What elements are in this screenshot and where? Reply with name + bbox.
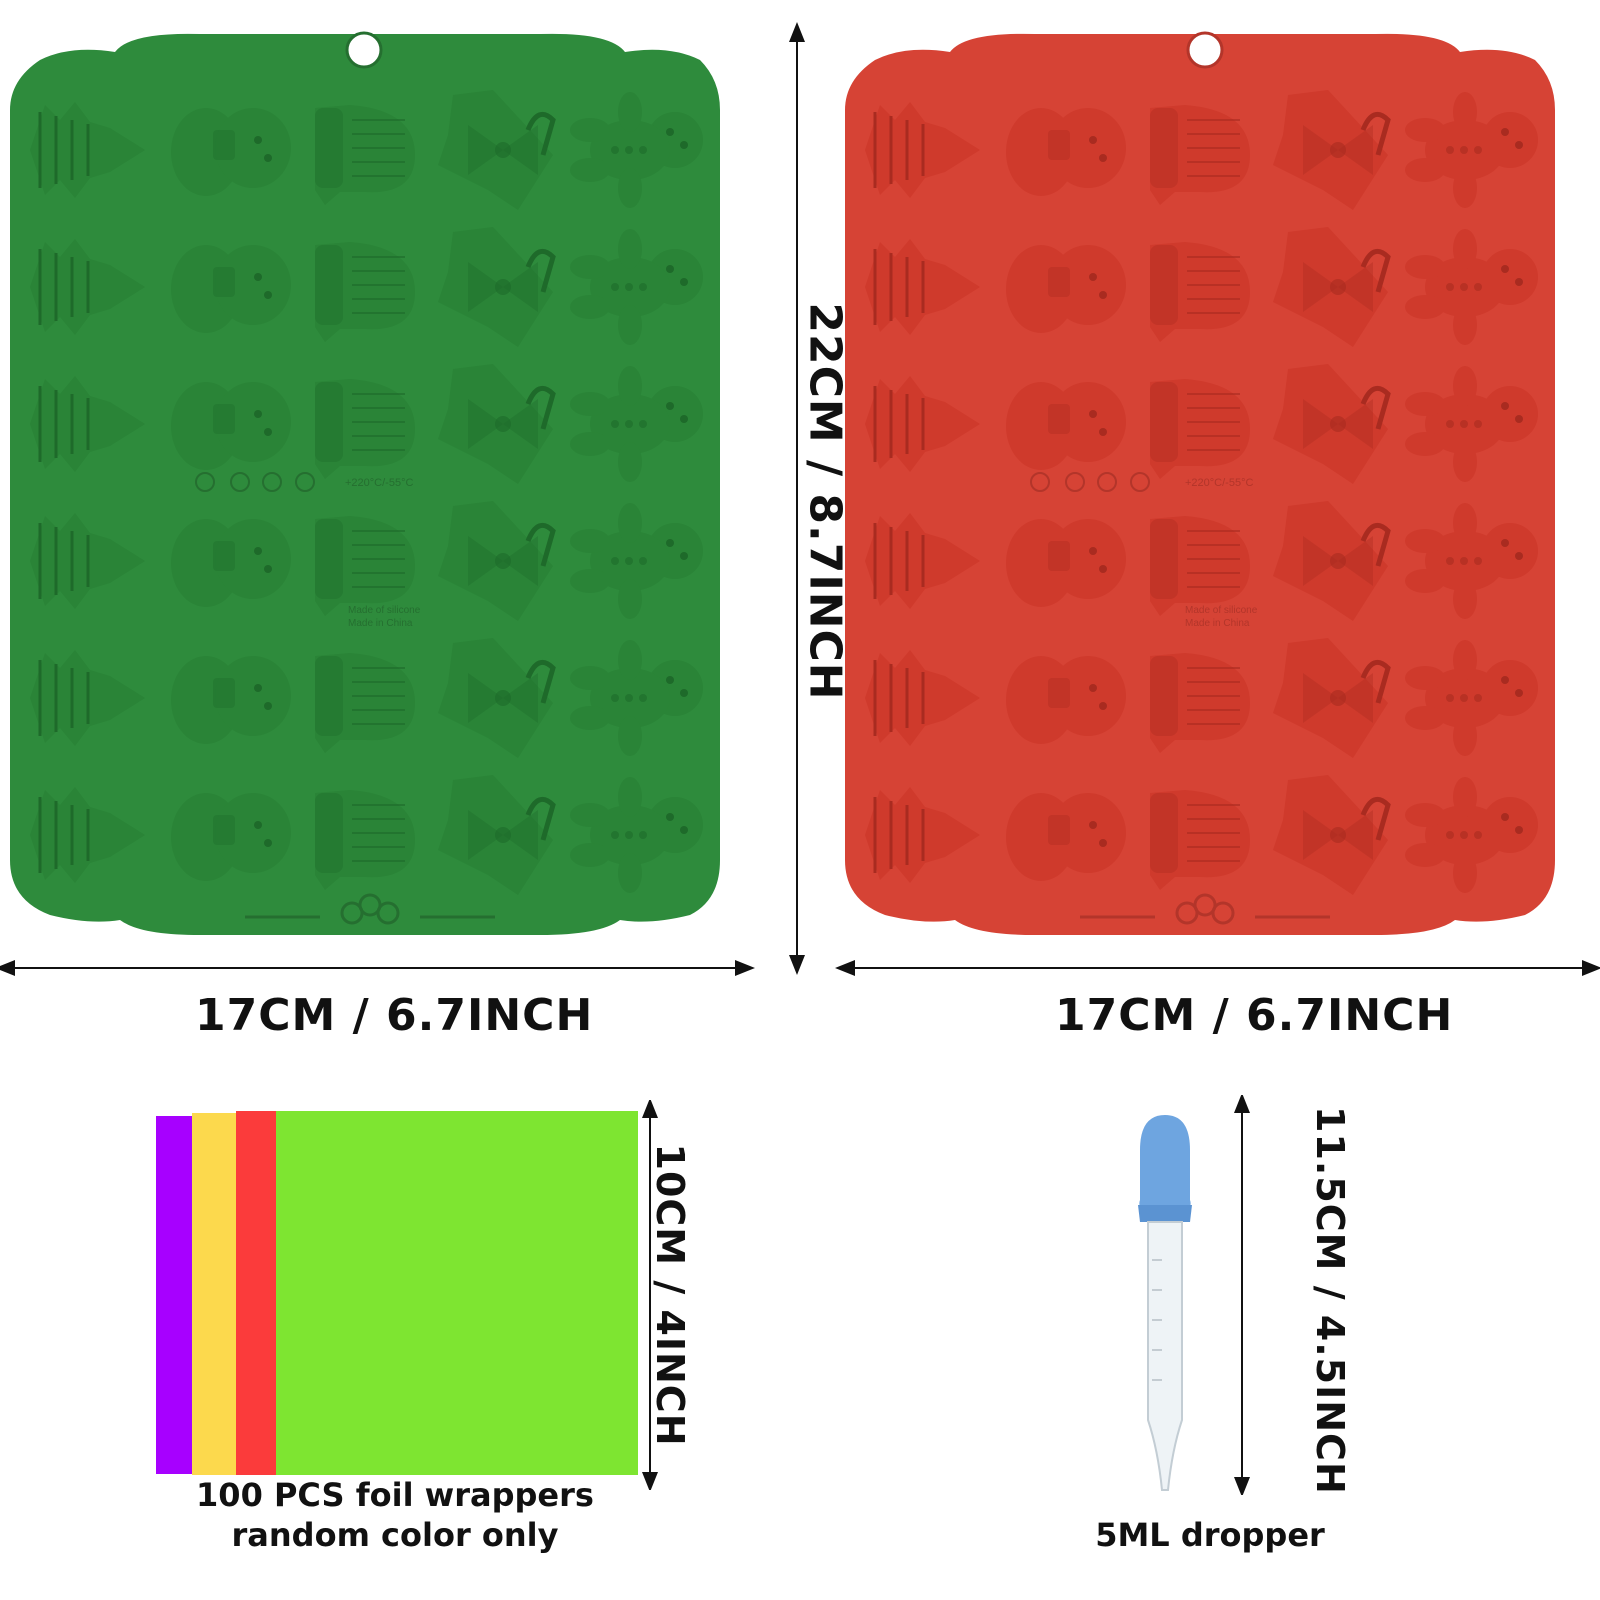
cavity-snowman [171,245,291,333]
foil-size-label: 10CM / 4INCH [648,1143,692,1447]
cavity-mitten [1150,790,1250,890]
red-mold-holly-decoration [1080,893,1330,925]
cavity-mitten [1150,242,1250,342]
cavity-mitten [1150,105,1250,205]
cavity-gingerbread-man [1405,777,1538,893]
dropper-bulb-collar [1138,1205,1192,1222]
green-mold-shape: +220°C/-55°C Made of silicone Made in Ch… [10,31,720,936]
red-mold-shape: +220°C/-55°C Made of silicone Made in Ch… [845,31,1555,936]
red-mold-embossed-line-1: Made of silicone [1185,605,1258,616]
cavity-tree [30,102,145,198]
cavity-snowman [171,108,291,196]
cavity-bell [1273,638,1391,758]
cavity-gingerbread-man [1405,229,1538,345]
dropper-markings [1152,1259,1162,1381]
cavity-mitten [1150,516,1250,616]
green-mold-embossed-line-2: Made in China [348,618,413,629]
cavity-gingerbread-man [570,503,703,619]
cavity-gingerbread-man [570,640,703,756]
cavity-snowman [1006,245,1126,333]
cavity-mitten [1150,653,1250,753]
red-mold-embossed-line-2: Made in China [1185,618,1250,629]
cavity-tree [30,787,145,883]
cavity-tree [30,513,145,609]
red-mold-temperature: +220°C/-55°C [1185,477,1253,489]
cavity-snowman [171,382,291,470]
cavity-snowman [171,656,291,744]
cavity-tree [30,650,145,746]
green-mold-holly-decoration [245,893,495,925]
foil-caption-line-1: 100 PCS foil wrappers [196,1476,594,1514]
green-mold-embossed-line-1: Made of silicone [348,605,421,616]
cavity-bell [1273,364,1391,484]
foil-caption-line-2: random color only [231,1516,559,1554]
dropper-caption: 5ML dropper [1095,1516,1325,1554]
mold-dimension-arrows [0,21,1600,976]
cavity-bell [438,364,556,484]
cavity-tree [865,650,980,746]
cavity-snowman [1006,656,1126,744]
cavity-mitten [315,790,415,890]
cavity-mitten [315,653,415,753]
dropper-dimension-arrow [1234,1095,1250,1495]
red-mold: +220°C/-55°C Made of silicone Made in Ch… [835,20,1575,950]
cavity-bell [438,501,556,621]
cavity-bell [1273,227,1391,347]
height-label: 22CM / 8.7INCH [799,302,851,701]
red-mold-cavities [865,90,1538,895]
cavity-bell [1273,90,1391,210]
cavity-gingerbread-man [570,777,703,893]
cavity-tree [865,513,980,609]
cavity-bell [1273,775,1391,895]
cavity-mitten [1150,379,1250,479]
dropper [1138,1115,1192,1491]
green-mold-embossed-icons [195,472,315,492]
red-width-label: 17CM / 6.7INCH [1055,990,1454,1041]
cavity-snowman [1006,382,1126,470]
cavity-gingerbread-man [570,229,703,345]
cavity-tree [865,376,980,472]
cavity-mitten [315,516,415,616]
red-mold-embossed-icons [1030,472,1150,492]
green-width-label: 17CM / 6.7INCH [195,990,594,1041]
cavity-tree [865,239,980,335]
dropper-tube [1147,1221,1183,1491]
cavity-bell [1273,501,1391,621]
foil-wrappers [156,1111,638,1476]
dropper-bulb [1139,1115,1191,1210]
cavity-gingerbread-man [1405,92,1538,208]
green-mold: +220°C/-55°C Made of silicone Made in Ch… [0,20,740,950]
cavity-bell [438,775,556,895]
foil-sheet-yellow [192,1113,236,1475]
cavity-gingerbread-man [1405,366,1538,482]
foil-sheet-red [236,1111,276,1475]
cavity-snowman [171,793,291,881]
cavity-mitten [315,242,415,342]
dropper-size-label: 11.5CM / 4.5INCH [1308,1106,1352,1495]
green-mold-temperature: +220°C/-55°C [345,477,413,489]
green-mold-cavities [30,90,703,895]
cavity-tree [30,239,145,335]
foil-sheet-green [276,1111,638,1475]
cavity-tree [865,102,980,198]
cavity-gingerbread-man [1405,640,1538,756]
cavity-mitten [315,379,415,479]
cavity-bell [438,90,556,210]
cavity-snowman [171,519,291,607]
cavity-gingerbread-man [1405,503,1538,619]
foil-sheet-purple [156,1116,192,1474]
cavity-snowman [1006,793,1126,881]
cavity-mitten [315,105,415,205]
green-mold-hanging-hole [345,31,383,69]
foil-dimension-arrow [642,1100,658,1490]
cavity-snowman [1006,108,1126,196]
red-mold-hanging-hole [1186,31,1224,69]
cavity-bell [438,227,556,347]
cavity-tree [865,787,980,883]
cavity-bell [438,638,556,758]
cavity-tree [30,376,145,472]
cavity-gingerbread-man [570,92,703,208]
cavity-gingerbread-man [570,366,703,482]
cavity-snowman [1006,519,1126,607]
